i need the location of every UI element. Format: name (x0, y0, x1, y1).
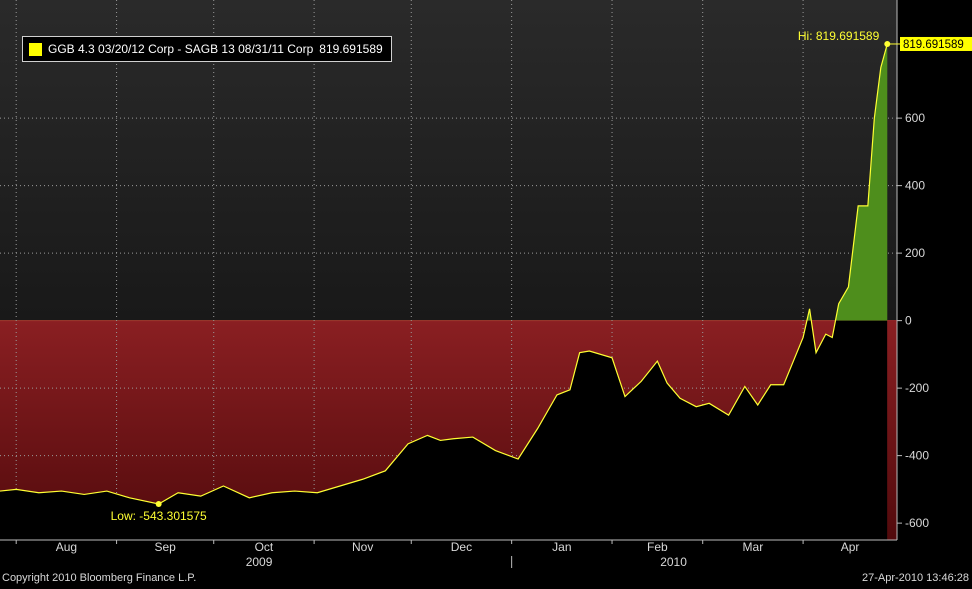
x-month-label: Nov (352, 540, 373, 554)
low-label: Low: -543.301575 (111, 509, 207, 523)
x-year-label: 2009 (246, 555, 273, 569)
area-below-line (0, 320, 888, 540)
last-value-box (900, 36, 972, 51)
series-line (0, 43, 888, 505)
x-month-label: Dec (451, 540, 472, 554)
y-tick-label: 600 (905, 111, 925, 125)
y-tick-label: -600 (905, 516, 929, 530)
y-tick-label: 400 (905, 179, 925, 193)
last-value-text: 819.691589 (903, 39, 964, 51)
y-tick-label: 0 (905, 314, 912, 328)
x-month-label: Sep (154, 540, 176, 554)
y-tick-label: -200 (905, 381, 929, 395)
legend-value: 819.691589 (319, 42, 383, 56)
annotations: Hi: 819.691589 Low: -543.301575 819.691589 (111, 29, 972, 523)
legend-swatch (29, 42, 42, 56)
negative-region-tail (887, 320, 897, 540)
low-point-marker (155, 500, 162, 507)
copyright-text: Copyright 2010 Bloomberg Finance L.P. (2, 572, 197, 584)
legend: GGB 4.3 03/20/12 Corp - SAGB 13 08/31/11… (22, 36, 392, 62)
x-month-label: Aug (56, 540, 77, 554)
axes: 600 400 200 0 -200 -400 -600 Aug Sep Oct Nov Dec Jan… (0, 0, 929, 569)
x-month-label: Jan (552, 540, 571, 554)
timestamp-text: 27-Apr-2010 13:46:28 (861, 572, 969, 584)
x-month-label: Feb (647, 540, 668, 554)
y-tick-label: -400 (905, 449, 929, 463)
y-tick-label: 200 (905, 246, 925, 260)
x-year-label: 2010 (660, 555, 687, 569)
legend-label: GGB 4.3 03/20/12 Corp - SAGB 13 08/31/11… (48, 42, 314, 56)
x-month-label: Apr (841, 540, 860, 554)
x-month-label: Oct (255, 540, 274, 554)
x-month-label: Mar (743, 540, 764, 554)
high-label: Hi: 819.691589 (798, 29, 880, 43)
